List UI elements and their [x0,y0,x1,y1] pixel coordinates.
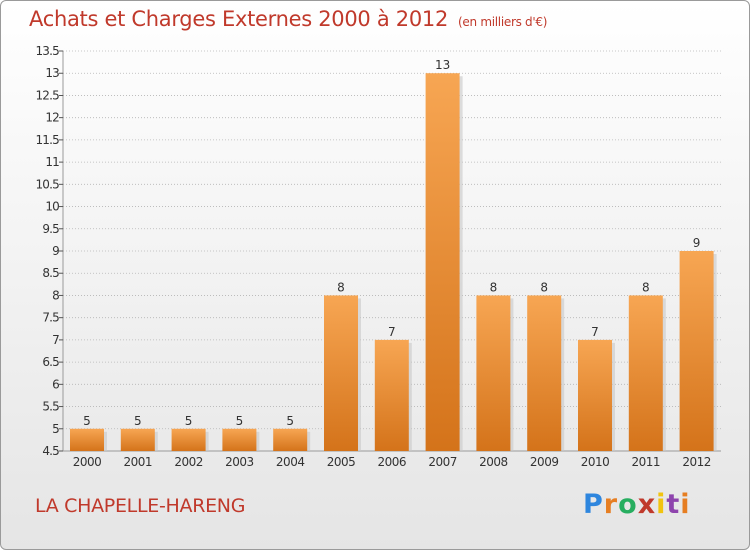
logo-letter: i [656,489,667,520]
data-label-2001: 5 [134,414,142,428]
y-tick-label: 12.5 [35,88,59,102]
bar-2005 [324,295,358,451]
y-tick-label: 9.5 [42,222,59,236]
y-tick-label: 11.5 [35,133,59,147]
x-tick-label: 2001 [124,455,153,469]
data-label-2011: 8 [642,280,650,294]
proxiti-logo: Proxiti [583,489,691,520]
title-text: Achats et Charges Externes 2000 à 2012 [29,7,449,31]
y-tick-label: 10 [45,200,59,214]
y-tick-label: 12 [45,111,59,125]
x-tick-label: 2005 [327,455,356,469]
data-label-2008: 8 [490,280,498,294]
data-label-2003: 5 [236,414,244,428]
bar-2003 [222,428,257,451]
data-label-2005: 8 [337,280,345,294]
x-tick-label: 2012 [682,455,711,469]
logo-letter: t [666,489,681,520]
x-tick-label: 2004 [276,455,305,469]
place-name: LA CHAPELLE-HARENG [35,495,246,517]
data-label-2009: 8 [540,280,548,294]
y-tick-label: 6.5 [42,355,59,369]
logo-letter: o [618,489,638,520]
logo-letter: x [637,489,657,520]
y-tick-label: 13.5 [35,44,59,58]
bar-2012 [679,251,714,451]
x-tick-label: 2009 [530,455,559,469]
chart-title: Achats et Charges Externes 2000 à 2012 (e… [29,7,547,31]
x-tick-label: 2003 [225,455,254,469]
x-tick-label: 2006 [378,455,407,469]
bar-2004 [273,428,308,451]
data-label-2000: 5 [83,414,91,428]
data-label-2010: 7 [591,325,599,339]
logo-letter: P [583,489,604,520]
data-label-2002: 5 [185,414,193,428]
y-tick-label: 13 [45,66,59,80]
y-tick-label: 9 [52,244,59,258]
bar-2001 [120,428,155,451]
x-tick-label: 2008 [479,455,508,469]
bar-2009 [527,295,562,451]
x-tick-label: 2011 [632,455,661,469]
bar-2010 [578,339,612,451]
x-tick-label: 2007 [428,455,457,469]
x-tick-label: 2000 [73,455,102,469]
bars: 5 5 5 5 5 8 7 13 8 8 7 8 9 [70,58,717,451]
bar-2008 [476,295,511,451]
y-tick-label: 10.5 [35,177,59,191]
y-tick-label: 7.5 [42,311,59,325]
y-tick-label: 8 [52,288,59,302]
data-label-2006: 7 [388,325,396,339]
y-tick-label: 8.5 [42,266,59,280]
logo-letter: i [680,489,691,520]
y-tick-label: 7 [52,333,59,347]
y-tick-label: 5 [52,422,59,436]
y-tick-label: 5.5 [42,400,59,414]
x-axis: 2000 2001 2002 2003 2004 2005 2006 2007 2008 2009… [73,455,712,469]
y-tick-label: 4.5 [42,444,59,458]
x-tick-label: 2002 [174,455,203,469]
data-label-2012: 9 [693,236,701,250]
bar-2006 [374,339,409,451]
logo-letter: r [603,489,619,520]
bar-2002 [171,428,206,451]
bar-2000 [70,428,104,451]
bar-2007 [425,73,460,451]
title-unit: (en milliers d'€) [458,15,548,29]
y-tick-label: 6 [52,377,59,391]
x-tick-label: 2010 [581,455,610,469]
data-label-2007: 13 [435,58,450,72]
y-tick-label: 11 [45,155,59,169]
bar-2011 [628,295,663,451]
data-label-2004: 5 [286,414,294,428]
